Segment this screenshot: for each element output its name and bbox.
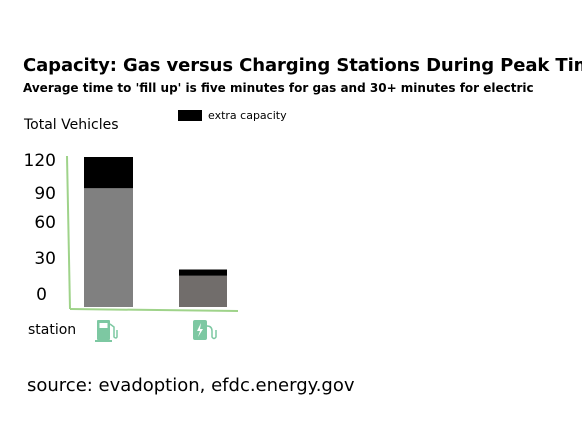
legend-label-extra-capacity: extra capacity <box>208 109 287 122</box>
legend: extra capacity <box>178 109 287 122</box>
chart-title: Capacity: Gas versus Charging Stations D… <box>23 55 582 76</box>
source-note: source: evadoption, efdc.energy.gov <box>27 375 355 396</box>
y-tick-label: 60 <box>34 213 56 233</box>
bars-group <box>84 157 227 307</box>
x-axis-label: station <box>28 322 77 338</box>
ev-charger-icon <box>193 320 217 340</box>
chart-subtitle: Average time to 'fill up' is five minute… <box>23 81 534 95</box>
y-tick-label: 30 <box>34 249 56 269</box>
y-tick-label: 90 <box>34 184 56 204</box>
y-tick-label: 120 <box>24 151 56 171</box>
x-axis-line <box>69 308 239 312</box>
legend-swatch-extra-capacity <box>178 110 202 121</box>
y-tick-label: 0 <box>36 285 47 305</box>
gas-pump-icon <box>95 320 118 342</box>
y-axis-label: Total Vehicles <box>24 117 119 133</box>
bar-extra-capacity-1 <box>179 269 227 276</box>
bar-base-1 <box>179 275 227 307</box>
y-axis-line <box>66 155 71 310</box>
bar-base-0 <box>84 188 133 307</box>
bar-extra-capacity-0 <box>84 157 133 189</box>
